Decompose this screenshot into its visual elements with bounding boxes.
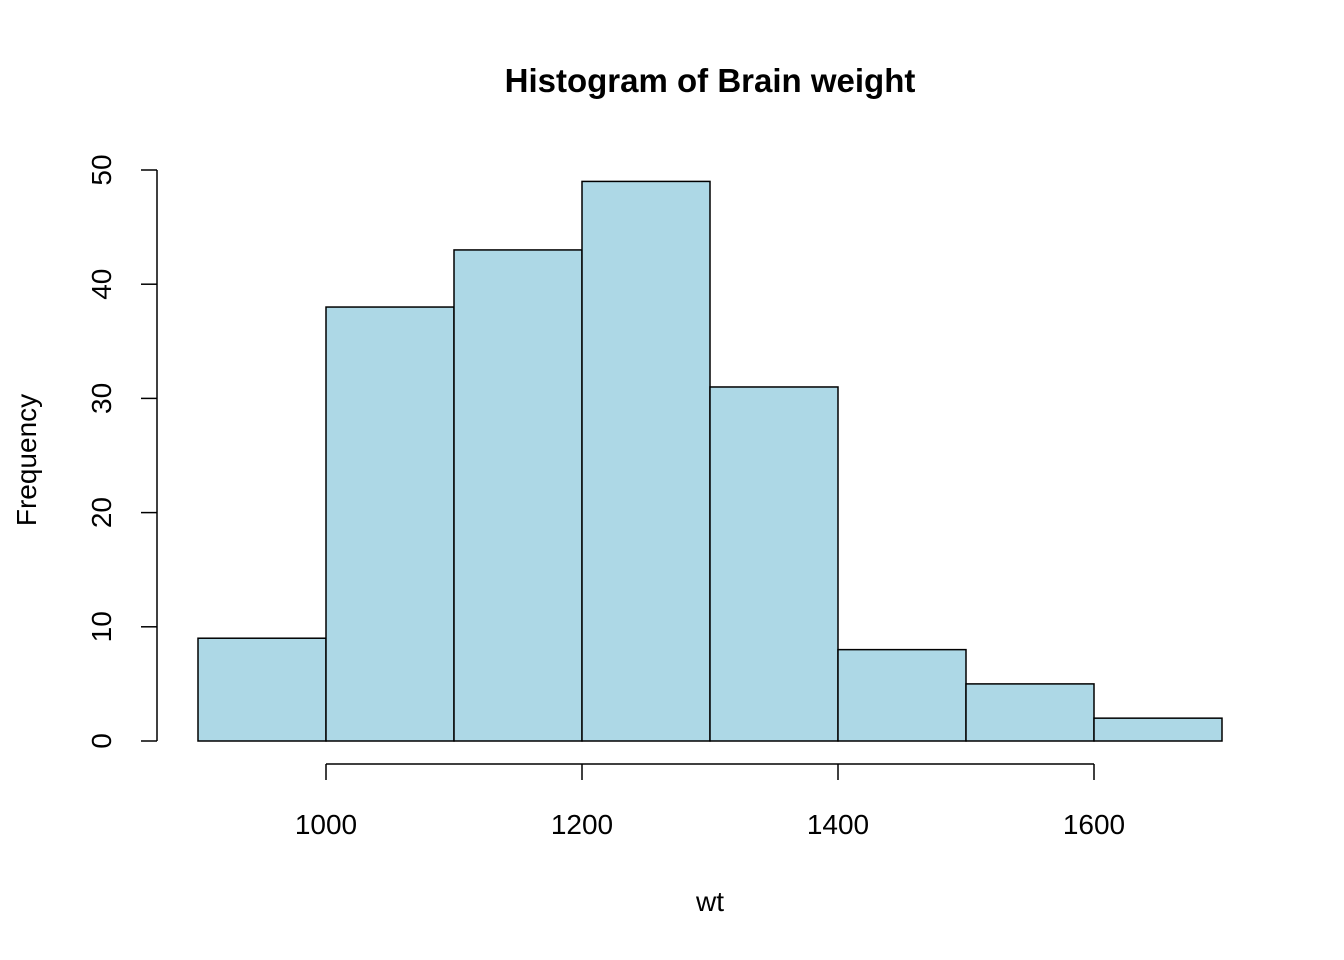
y-tick-label: 50 — [86, 154, 117, 185]
y-axis: 0 10 20 30 40 50 — [86, 154, 158, 749]
x-axis: 1000 1200 1400 1600 — [295, 763, 1125, 840]
bars-group — [197, 180, 1223, 742]
y-tick-label: 40 — [86, 269, 117, 300]
x-tick-label: 1200 — [551, 809, 613, 840]
histogram-bar — [453, 249, 583, 742]
x-axis-label: wt — [695, 886, 724, 917]
chart-title: Histogram of Brain weight — [505, 62, 916, 99]
histogram-bar — [965, 683, 1095, 742]
histogram-bar — [709, 386, 839, 742]
x-tick-label: 1400 — [807, 809, 869, 840]
x-tick-label: 1000 — [295, 809, 357, 840]
histogram-bar — [1093, 717, 1223, 742]
y-tick-label: 20 — [86, 497, 117, 528]
y-tick-label: 30 — [86, 383, 117, 414]
y-axis-label: Frequency — [11, 394, 42, 526]
x-tick-label: 1600 — [1063, 809, 1125, 840]
histogram-bar — [197, 637, 327, 742]
histogram-bar — [325, 306, 455, 742]
y-tick-label: 10 — [86, 611, 117, 642]
histogram-bar — [581, 180, 711, 742]
y-tick-label: 0 — [86, 733, 117, 749]
histogram-bar — [837, 648, 967, 742]
